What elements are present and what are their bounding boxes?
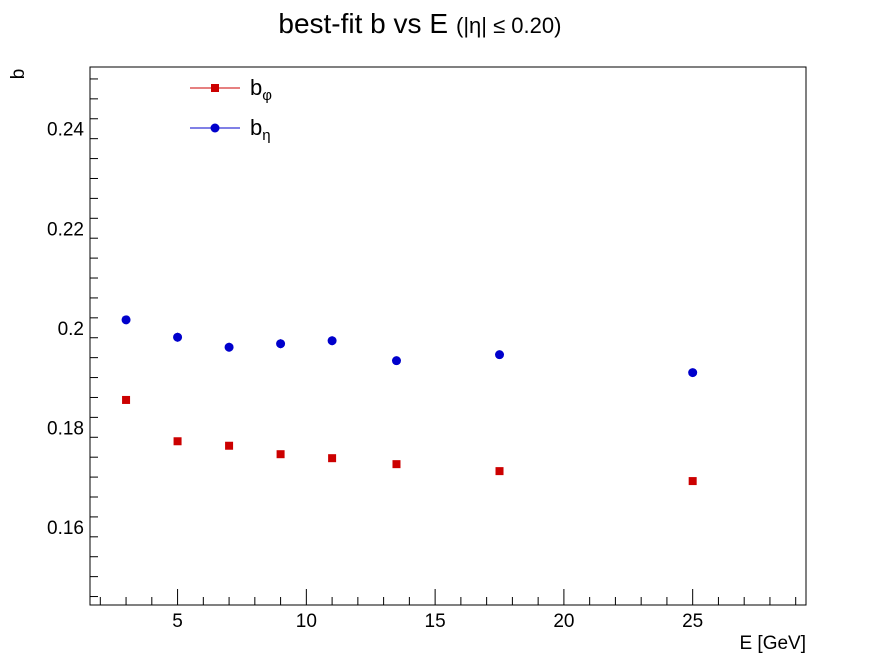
legend-entry-1: bη	[190, 115, 271, 144]
data-point	[224, 342, 234, 352]
legend-label: bφ	[250, 75, 272, 104]
x-tick-label: 10	[296, 611, 317, 632]
x-tick-label: 15	[425, 611, 446, 632]
legend-marker	[211, 84, 219, 92]
legend-marker	[210, 123, 220, 133]
legend-entry-0: bφ	[190, 75, 272, 104]
data-point	[495, 467, 504, 476]
data-point	[121, 315, 131, 325]
series-1	[121, 315, 698, 378]
y-tick-label: 0.18	[47, 418, 84, 439]
data-point	[328, 454, 337, 463]
y-tick-label: 0.2	[58, 319, 84, 340]
chart-title: best-fit b vs E (|η| ≤ 0.20)	[278, 8, 561, 39]
series-layer	[121, 315, 698, 486]
data-point	[495, 350, 505, 360]
data-point	[688, 477, 697, 486]
x-tick-label: 20	[553, 611, 574, 632]
data-point	[173, 332, 183, 342]
data-point	[391, 356, 401, 366]
data-point	[122, 395, 131, 404]
series-0	[122, 395, 697, 486]
plot-frame	[89, 66, 807, 606]
data-point	[225, 441, 234, 450]
data-point	[688, 368, 698, 378]
x-tick-label: 25	[682, 611, 703, 632]
legend: bφ bη	[190, 75, 272, 144]
legend-label: bη	[250, 115, 271, 144]
data-point	[173, 437, 182, 446]
x-axis-label: E [GeV]	[739, 633, 806, 654]
chart-title-suffix: (|η| ≤ 0.20)	[456, 13, 561, 38]
y-tick-label: 0.16	[47, 518, 84, 539]
data-point	[276, 450, 285, 459]
y-axis: 0.16 0.18 0.2 0.22 0.24	[47, 78, 98, 598]
x-tick-label: 5	[172, 611, 183, 632]
data-point	[327, 336, 337, 346]
data-point	[392, 460, 401, 469]
chart-title-text: best-fit b vs E	[278, 8, 448, 39]
x-axis: 5 10 15 20 25	[99, 589, 797, 632]
y-tick-label: 0.24	[47, 120, 84, 141]
y-axis-label: b	[8, 69, 29, 80]
y-tick-label: 0.22	[47, 219, 84, 240]
data-point	[276, 339, 286, 349]
